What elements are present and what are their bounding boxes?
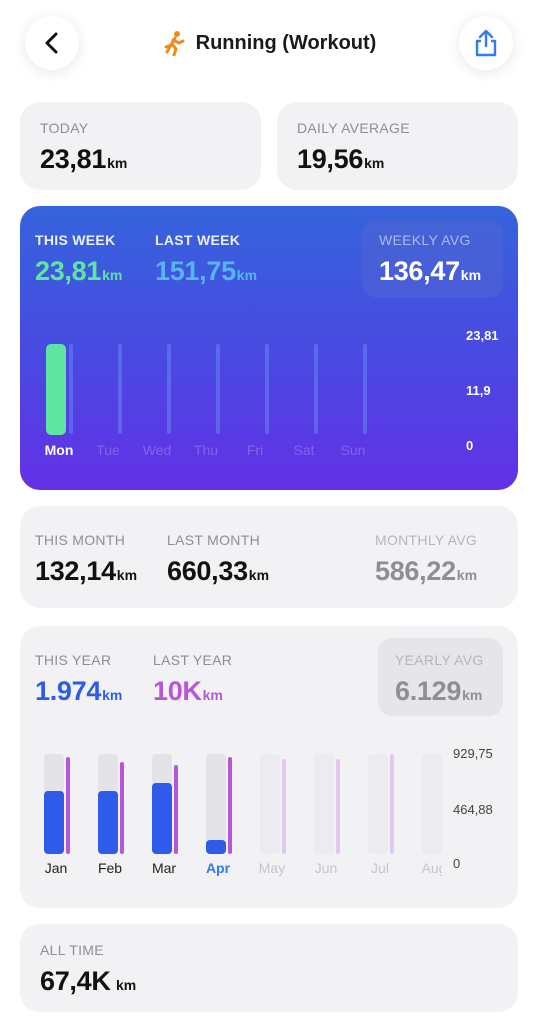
year-month-label-mar[interactable]: Mar [151, 860, 177, 876]
week-y-tick-zero: 0 [466, 438, 474, 453]
week-day-label-sun[interactable]: Sun [340, 442, 366, 458]
year-bar-last-mar [174, 765, 178, 854]
year-month-label-jun[interactable]: Jun [314, 860, 338, 876]
week-day-label-tue[interactable]: Tue [96, 442, 120, 458]
this-year-value: 1.974km [35, 676, 123, 706]
year-bar-last-jun [336, 759, 340, 854]
weekly-card[interactable]: THIS WEEK 23,81km LAST WEEK 151,75km WEE… [20, 206, 518, 490]
week-day-label-wed[interactable]: Wed [142, 442, 172, 458]
this-year-label: THIS YEAR [35, 652, 112, 668]
this-month-label: THIS MONTH [35, 532, 126, 548]
year-bar-this-jan[interactable] [44, 791, 64, 854]
page-title: Running (Workout) [0, 30, 538, 56]
last-year-label: LAST YEAR [153, 652, 233, 668]
daily-average-card[interactable]: DAILY AVERAGE 19,56km [277, 102, 518, 190]
page-title-text: Running (Workout) [195, 31, 377, 54]
chevron-left-icon [45, 32, 58, 54]
year-bar-track-jun [314, 754, 334, 854]
year-y-tick-mid: 464,88 [453, 802, 493, 817]
week-day-label-fri[interactable]: Fri [246, 442, 264, 458]
weekly-avg-label: WEEKLY AVG [379, 232, 471, 248]
weekly-avg-value: 136,47km [379, 256, 482, 286]
week-bar-track-thu [216, 344, 220, 434]
year-month-label-jul[interactable]: Jul [371, 860, 389, 876]
year-bar-this-mar[interactable] [152, 783, 172, 854]
year-bar-last-jan [66, 757, 70, 854]
last-year-value: 10Kkm [153, 676, 223, 706]
all-time-label: ALL TIME [40, 942, 104, 958]
weekly-avg-box: WEEKLY AVG 136,47km [362, 220, 503, 298]
yearly-avg-label: YEARLY AVG [395, 652, 484, 668]
today-card[interactable]: TODAY 23,81km [20, 102, 261, 190]
all-time-card[interactable]: ALL TIME 67,4K km [20, 924, 518, 1012]
last-month-value: 660,33km [167, 556, 270, 586]
year-bar-last-apr [228, 757, 232, 854]
monthly-avg-value: 586,22km [375, 556, 478, 586]
today-label: TODAY [40, 120, 89, 136]
monthly-card[interactable]: THIS MONTH 132,14km LAST MONTH 660,33km … [20, 506, 518, 608]
this-week-value: 23,81km [35, 256, 123, 286]
year-month-label-feb[interactable]: Feb [97, 860, 123, 876]
daily-average-value: 19,56km [297, 144, 385, 174]
week-bar-track-fri [265, 344, 269, 434]
week-bar-track-wed [167, 344, 171, 434]
all-time-value: 67,4K km [40, 966, 137, 996]
yearly-avg-value: 6.129km [395, 676, 483, 706]
week-bar-mon[interactable] [46, 344, 66, 435]
week-day-label-thu[interactable]: Thu [193, 442, 219, 458]
last-week-label: LAST WEEK [155, 232, 241, 248]
year-month-label-jan[interactable]: Jan [44, 860, 68, 876]
back-button[interactable] [25, 16, 79, 70]
year-bar-last-jul [390, 754, 394, 854]
year-bar-this-apr[interactable] [206, 840, 226, 854]
year-bar-this-feb[interactable] [98, 791, 118, 854]
week-bar-track-sun [363, 344, 367, 434]
year-bar-last-may [282, 759, 286, 854]
last-month-label: LAST MONTH [167, 532, 260, 548]
year-month-label-aug[interactable]: Aug [421, 860, 442, 876]
week-bar-track-mon [69, 344, 73, 434]
running-person-icon [164, 31, 185, 56]
year-y-tick-top: 929,75 [453, 746, 493, 761]
year-y-tick-zero: 0 [453, 856, 461, 871]
year-month-label-apr[interactable]: Apr [205, 860, 231, 876]
week-bar-track-tue [118, 344, 122, 434]
share-button[interactable] [459, 16, 513, 70]
daily-average-label: DAILY AVERAGE [297, 120, 410, 136]
year-bar-track-may [260, 754, 280, 854]
yearly-chart: Jan Feb Mar Apr May Jun Jul Aug [20, 626, 442, 908]
week-y-tick-top: 23,81 [466, 328, 499, 343]
today-value: 23,81km [40, 144, 128, 174]
monthly-avg-label: MONTHLY AVG [375, 532, 478, 548]
yearly-avg-box: YEARLY AVG 6.129km [378, 638, 503, 716]
share-icon [475, 29, 497, 57]
week-day-label-sat[interactable]: Sat [293, 442, 315, 458]
this-week-label: THIS WEEK [35, 232, 116, 248]
year-bar-track-jul [368, 754, 388, 854]
last-week-value: 151,75km [155, 256, 258, 286]
year-bar-last-feb [120, 762, 124, 854]
year-month-label-may[interactable]: May [258, 860, 286, 876]
this-month-value: 132,14km [35, 556, 138, 586]
year-bar-track-aug [422, 754, 442, 854]
week-bar-track-sat [314, 344, 318, 434]
week-day-label-mon[interactable]: Mon [44, 442, 74, 458]
yearly-card[interactable]: THIS YEAR 1.974km LAST YEAR 10Kkm YEARLY… [20, 626, 518, 908]
week-y-tick-mid: 11,9 [466, 383, 491, 398]
year-bar-track-apr [206, 754, 226, 854]
